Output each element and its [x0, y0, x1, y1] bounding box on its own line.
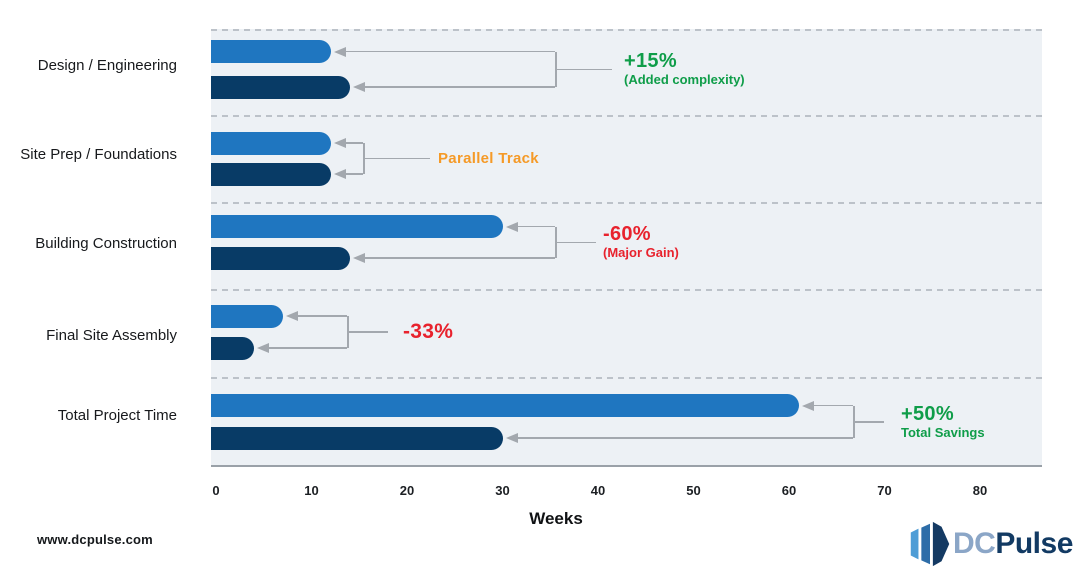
- annotation-arrow-line: [364, 257, 555, 259]
- arrowhead-left-icon: [352, 82, 365, 92]
- annotation-sublabel: (Added complexity): [624, 72, 745, 88]
- bar-dark_navy: [211, 336, 255, 360]
- bar-light_blue: [211, 304, 283, 328]
- bar-light_blue: [211, 215, 503, 238]
- annotation-arrow-line: [269, 347, 347, 349]
- x-axis-tick-label: 10: [304, 483, 319, 498]
- x-axis-tick-label: 0: [212, 483, 220, 498]
- annotation-text: +50% Total Savings: [901, 403, 985, 441]
- annotation-text: Parallel Track: [438, 150, 539, 168]
- bar-dark_navy: [211, 246, 350, 270]
- annotation-lead-line: [853, 421, 884, 423]
- x-axis-tick-label: 60: [781, 483, 797, 498]
- brand-wordmark: DCPulse: [953, 519, 1073, 569]
- annotation-label: -60%: [603, 223, 651, 246]
- annotation-label: Parallel Track: [438, 149, 539, 167]
- annotation-text: +15% (Added complexity): [624, 50, 745, 88]
- arrowhead-left-icon: [333, 169, 346, 179]
- x-axis-tick-label: 30: [495, 483, 510, 498]
- annotation-lead-line: [363, 157, 430, 160]
- annotation-text: -33%: [403, 320, 453, 344]
- arrowhead-left-icon: [505, 433, 518, 443]
- category-label: Final Site Assembly: [46, 327, 177, 344]
- plot-background: [211, 29, 1042, 466]
- logo-icon: [910, 521, 950, 567]
- annotation-arrow-line: [345, 50, 555, 53]
- x-axis-tick-label: 40: [590, 483, 606, 498]
- group-separator-line: [211, 29, 1042, 31]
- annotation-sublabel: (Major Gain): [603, 245, 679, 261]
- x-axis-line: [211, 465, 1042, 467]
- arrowhead-left-icon: [333, 138, 346, 148]
- x-axis-title: Weeks: [529, 509, 583, 528]
- annotation-arrow-line: [364, 86, 555, 88]
- annotation-lead-line: [555, 68, 612, 70]
- x-axis-tick-label: 20: [399, 483, 415, 498]
- bar-light_blue: [211, 131, 331, 155]
- annotation-sublabel: Total Savings: [901, 424, 985, 440]
- group-separator-line: [211, 115, 1042, 117]
- category-label: Design / Engineering: [37, 57, 177, 74]
- annotation-arrow-line: [345, 173, 363, 175]
- annotation-lead-line: [555, 241, 596, 243]
- website-url: www.dcpulse.com: [37, 532, 153, 547]
- category-label: Site Prep / Foundations: [20, 146, 177, 163]
- x-axis-tick-label: 50: [686, 483, 701, 498]
- group-separator-line: [211, 289, 1042, 291]
- bar-light_blue: [211, 394, 799, 417]
- annotation-text: -60% (Major Gain): [603, 223, 679, 261]
- group-separator-line: [211, 377, 1042, 379]
- annotation-arrow-line: [297, 315, 347, 317]
- annotation-arrow-line: [345, 142, 363, 144]
- annotation-arrow-line: [813, 404, 853, 407]
- category-label: Total Project Time: [57, 406, 177, 424]
- brand-pulse-text: Pulse: [995, 527, 1073, 560]
- arrowhead-left-icon: [801, 400, 814, 411]
- annotation-label: +15%: [624, 50, 677, 73]
- brand-dc-text: DC: [953, 527, 996, 560]
- arrowhead-left-icon: [285, 311, 298, 321]
- arrowhead-left-icon: [352, 253, 365, 263]
- category-label: Building Construction: [35, 235, 177, 252]
- bar-dark_navy: [211, 75, 350, 99]
- bar-dark_navy: [211, 426, 503, 450]
- annotation-arrow-line: [517, 437, 853, 439]
- annotation-lead-line: [347, 331, 388, 333]
- annotation-arrow-line: [517, 225, 555, 228]
- brand-logo: DCPulse: [909, 519, 1073, 569]
- arrowhead-left-icon: [257, 343, 270, 353]
- x-axis-tick-label: 80: [972, 483, 988, 498]
- group-separator-line: [211, 202, 1042, 204]
- annotation-label: -33%: [403, 320, 454, 343]
- arrowhead-left-icon: [333, 46, 346, 57]
- bar-dark_navy: [211, 162, 331, 186]
- annotation-label: +50%: [901, 402, 954, 425]
- x-axis-tick-label: 70: [877, 483, 892, 498]
- arrowhead-left-icon: [505, 221, 518, 232]
- bar-light_blue: [211, 40, 331, 63]
